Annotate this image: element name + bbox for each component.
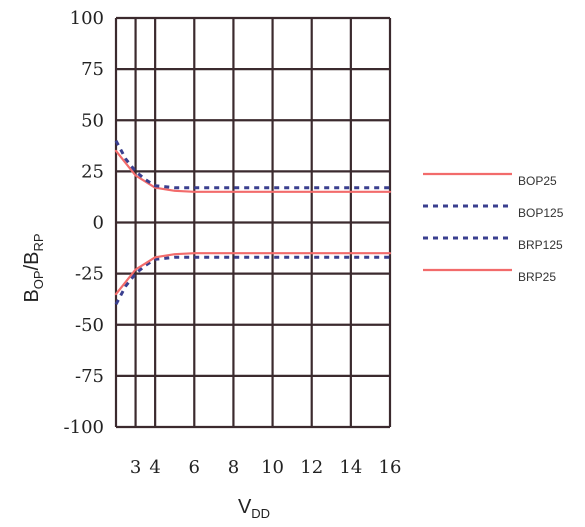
y-tick-label: 75	[81, 59, 104, 80]
y-axis-ticks: 100 75 50 25 0 -25 -50 -75 -100	[64, 8, 104, 438]
series-lines	[114, 139, 392, 306]
legend: BOP25 BOP125 BRP125 BRP25	[423, 172, 564, 284]
y-tick-label: -75	[75, 366, 104, 387]
legend-label-bop25: BOP25	[518, 174, 557, 188]
y-tick-label: -50	[75, 315, 104, 336]
x-tick-label: 10	[261, 457, 284, 478]
plot-grid	[114, 16, 392, 429]
x-tick-label: 8	[228, 457, 239, 478]
x-tick-label: 6	[189, 457, 200, 478]
x-tick-label: 14	[339, 457, 362, 478]
y-tick-label: 50	[81, 110, 104, 131]
series-line-brp25	[114, 252, 392, 296]
x-tick-label: 4	[149, 457, 160, 478]
x-axis-ticks: 3 4 6 8 10 12 14 16	[130, 457, 402, 478]
y-axis-title: BOP/BRP	[21, 233, 46, 302]
y-tick-label: -25	[75, 264, 104, 285]
y-tick-label: 25	[81, 161, 104, 182]
legend-label-brp25: BRP25	[518, 270, 556, 284]
y-tick-label: -100	[64, 417, 104, 438]
y-tick-label: 0	[93, 213, 104, 234]
x-tick-label: 16	[379, 457, 402, 478]
x-axis-title: VDD	[238, 496, 270, 521]
legend-label-bop125: BOP125	[518, 206, 564, 220]
series-line-brp125	[114, 255, 390, 306]
x-tick-label: 12	[300, 457, 323, 478]
legend-label-brp125: BRP125	[518, 238, 563, 252]
y-tick-label: 100	[70, 8, 104, 29]
series-line-bop25	[114, 149, 392, 193]
x-tick-label: 3	[130, 457, 141, 478]
series-line-bop125	[114, 139, 390, 190]
